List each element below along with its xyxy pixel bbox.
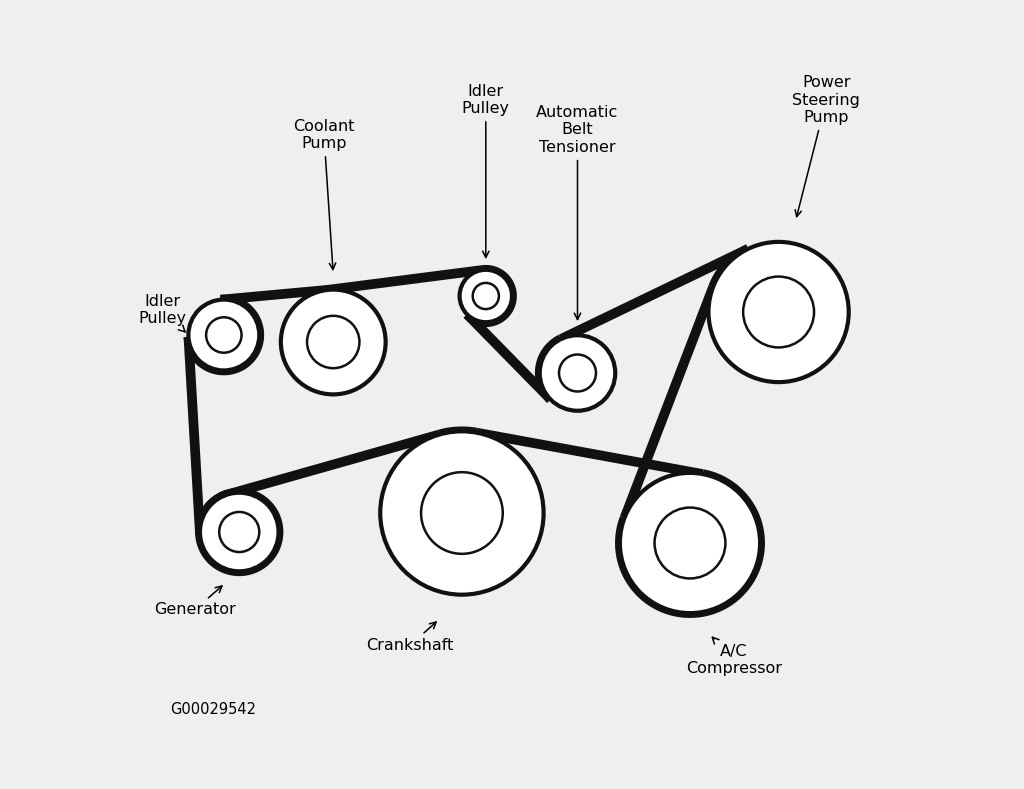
Text: Idler
Pulley: Idler Pulley <box>462 84 510 257</box>
Circle shape <box>460 270 512 322</box>
Circle shape <box>654 507 725 578</box>
Circle shape <box>473 283 499 309</box>
Circle shape <box>281 290 386 394</box>
Circle shape <box>188 300 259 371</box>
Text: Power
Steering
Pump: Power Steering Pump <box>793 75 860 217</box>
Circle shape <box>540 335 615 411</box>
Circle shape <box>559 354 596 391</box>
Text: Automatic
Belt
Tensioner: Automatic Belt Tensioner <box>537 105 618 320</box>
Circle shape <box>380 432 544 595</box>
Circle shape <box>206 317 242 353</box>
Text: G00029542: G00029542 <box>170 702 256 717</box>
Circle shape <box>620 473 760 613</box>
Text: Coolant
Pump: Coolant Pump <box>293 119 354 270</box>
Circle shape <box>200 492 279 571</box>
Text: Crankshaft: Crankshaft <box>367 622 454 653</box>
Text: Generator: Generator <box>154 586 236 618</box>
Circle shape <box>743 277 814 347</box>
Text: A/C
Compressor: A/C Compressor <box>686 638 782 676</box>
Circle shape <box>421 472 503 554</box>
Circle shape <box>709 242 849 382</box>
Text: Idler
Pulley: Idler Pulley <box>138 294 186 332</box>
Circle shape <box>307 316 359 368</box>
Circle shape <box>219 512 259 552</box>
